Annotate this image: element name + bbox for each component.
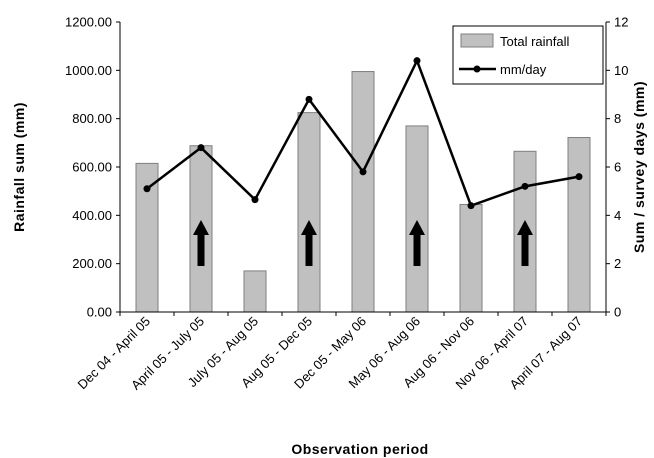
bar-4 <box>351 71 375 313</box>
up-arrow-icon <box>517 220 533 266</box>
y-tick-label: 1000.00 <box>65 63 112 78</box>
y2-tick-label: 0 <box>614 305 621 320</box>
y-tick-label: 0.00 <box>87 305 112 320</box>
y-tick-label: 400.00 <box>72 208 112 223</box>
y-tick-label: 800.00 <box>72 111 112 126</box>
legend-label-total-rainfall: Total rainfall <box>500 34 569 49</box>
line-point-4 <box>359 168 367 176</box>
right-y-ticks: 0 2 4 6 8 10 12 <box>606 15 628 320</box>
legend-label-mm-per-day: mm/day <box>500 62 547 77</box>
line-point-8 <box>575 173 583 181</box>
bars-layer <box>135 71 591 313</box>
x-axis-ticks <box>119 312 607 316</box>
bar-2 <box>243 270 267 313</box>
y2-tick-label: 6 <box>614 160 621 175</box>
y2-tick-label: 12 <box>614 15 628 30</box>
line-point-2 <box>251 196 259 204</box>
line-point-1 <box>197 144 205 152</box>
up-arrow-icon <box>301 220 317 266</box>
y2-tick-label: 8 <box>614 111 621 126</box>
line-point-6 <box>467 202 475 210</box>
y-axis-title: Rainfall sum (mm) <box>11 102 27 232</box>
x-axis-title: Observation period <box>291 441 428 457</box>
bar-6 <box>459 203 483 313</box>
bar-8 <box>567 137 591 313</box>
y-tick-label: 200.00 <box>72 256 112 271</box>
bar-5 <box>405 125 429 313</box>
y2-tick-label: 4 <box>614 208 621 223</box>
line-point-5 <box>413 57 421 65</box>
up-arrow-icon <box>193 220 209 266</box>
y2-tick-label: 2 <box>614 256 621 271</box>
legend-bar-swatch <box>460 33 494 48</box>
line-point-7 <box>521 182 529 190</box>
y-tick-label: 1200.00 <box>65 15 112 30</box>
arrows-layer <box>193 220 533 266</box>
up-arrow-icon <box>409 220 425 266</box>
bar-3 <box>297 112 321 313</box>
line-layer <box>143 57 583 210</box>
y-tick-label: 600.00 <box>72 160 112 175</box>
line-point-3 <box>305 95 313 103</box>
y2-axis-title: Sum / survey days (mm) <box>631 81 647 253</box>
y2-tick-label: 10 <box>614 63 628 78</box>
legend: Total rainfall mm/day <box>452 25 604 85</box>
left-y-ticks: 0.00 200.00 400.00 600.00 800.00 1000.00 1200.… <box>65 15 120 320</box>
line-point-0 <box>143 185 151 193</box>
legend-line-marker <box>473 65 481 73</box>
